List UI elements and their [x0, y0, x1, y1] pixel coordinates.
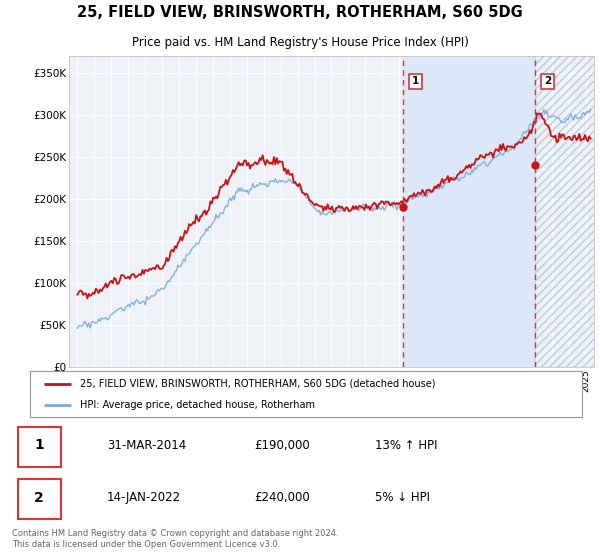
- Text: 1: 1: [34, 438, 44, 452]
- Text: £190,000: £190,000: [254, 438, 310, 451]
- Text: 2: 2: [544, 76, 551, 86]
- Text: 25, FIELD VIEW, BRINSWORTH, ROTHERHAM, S60 5DG (detached house): 25, FIELD VIEW, BRINSWORTH, ROTHERHAM, S…: [80, 379, 435, 389]
- Text: 1: 1: [412, 76, 419, 86]
- Bar: [535, 56, 600, 367]
- Text: HPI: Average price, detached house, Rotherham: HPI: Average price, detached house, Roth…: [80, 400, 314, 410]
- Text: £240,000: £240,000: [254, 491, 310, 504]
- Text: Contains HM Land Registry data © Crown copyright and database right 2024.
This d: Contains HM Land Registry data © Crown c…: [12, 529, 338, 549]
- FancyBboxPatch shape: [30, 371, 582, 417]
- FancyBboxPatch shape: [18, 427, 61, 467]
- Text: 13% ↑ HPI: 13% ↑ HPI: [375, 438, 437, 451]
- Bar: [403, 56, 535, 367]
- Text: 5% ↓ HPI: 5% ↓ HPI: [375, 491, 430, 504]
- Text: 2: 2: [34, 491, 44, 505]
- Bar: [535, 56, 600, 367]
- FancyBboxPatch shape: [18, 479, 61, 519]
- Text: 31-MAR-2014: 31-MAR-2014: [107, 438, 186, 451]
- Text: 14-JAN-2022: 14-JAN-2022: [107, 491, 181, 504]
- Text: Price paid vs. HM Land Registry's House Price Index (HPI): Price paid vs. HM Land Registry's House …: [131, 35, 469, 49]
- Text: 25, FIELD VIEW, BRINSWORTH, ROTHERHAM, S60 5DG: 25, FIELD VIEW, BRINSWORTH, ROTHERHAM, S…: [77, 5, 523, 20]
